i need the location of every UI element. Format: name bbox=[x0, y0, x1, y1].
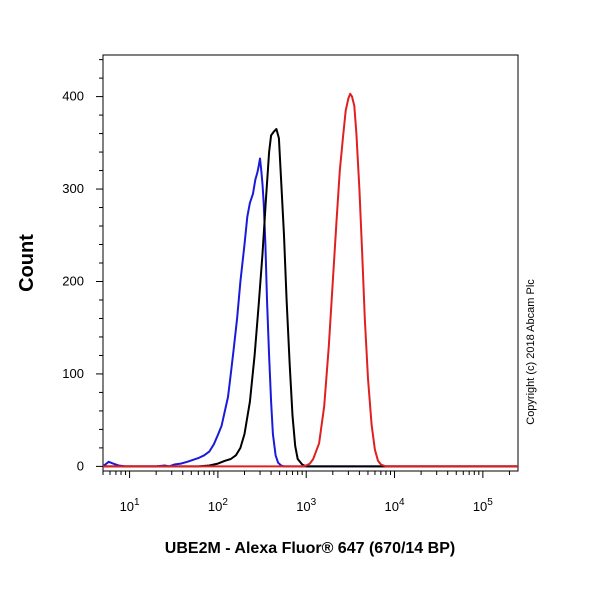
series-line-3 bbox=[103, 92, 518, 468]
plot-frame bbox=[102, 54, 519, 472]
x-axis: 101 102 103 104 105 bbox=[102, 471, 510, 514]
x-tick-label: 101 bbox=[120, 497, 140, 514]
series-line-2 bbox=[103, 128, 518, 468]
y-axis: 0 100 200 300 400 bbox=[62, 59, 103, 473]
x-tick-label: 104 bbox=[385, 497, 405, 514]
y-tick-label: 200 bbox=[62, 273, 84, 288]
y-axis-title: Count bbox=[16, 234, 38, 292]
x-tick-label: 103 bbox=[296, 497, 316, 514]
series-line-1 bbox=[102, 157, 518, 468]
copyright-text: Copyright (c) 2018 Abcam Plc bbox=[525, 279, 537, 425]
series-curves bbox=[102, 92, 518, 468]
y-tick-label: 400 bbox=[62, 89, 84, 104]
y-tick-label: 300 bbox=[62, 181, 84, 196]
x-axis-title: UBE2M - Alexa Fluor® 647 (670/14 BP) bbox=[165, 540, 455, 557]
x-tick-label: 102 bbox=[208, 497, 228, 514]
y-tick-label: 100 bbox=[62, 366, 84, 381]
y-tick-label: 0 bbox=[77, 458, 84, 473]
x-tick-label: 105 bbox=[473, 497, 493, 514]
